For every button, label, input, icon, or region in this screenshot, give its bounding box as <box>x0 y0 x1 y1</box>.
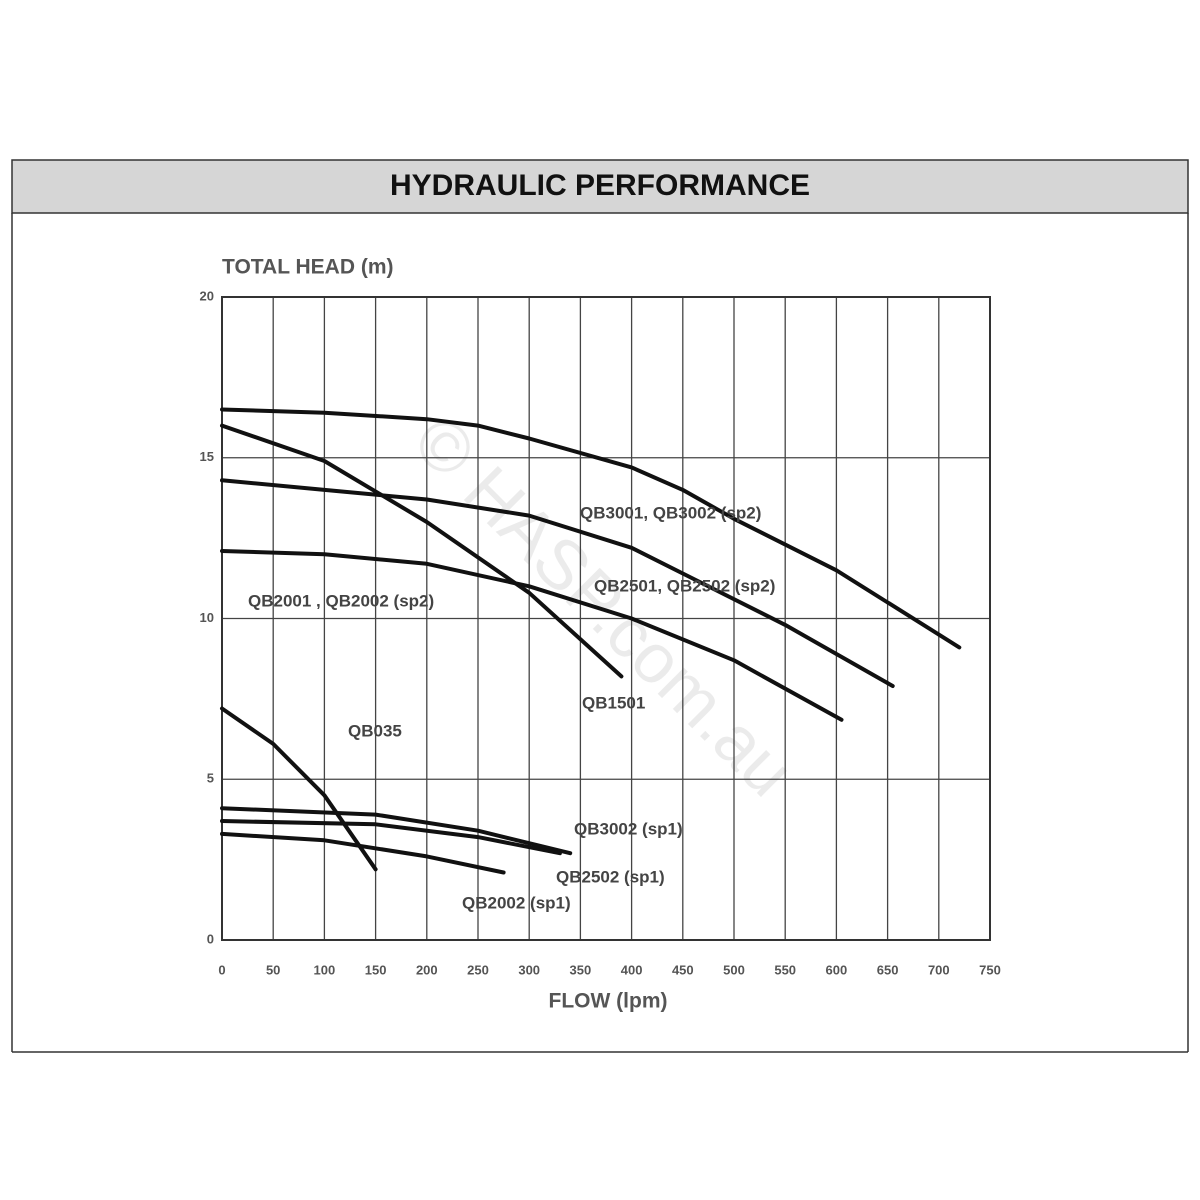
series-label: QB2502 (sp1) <box>556 867 665 886</box>
x-tick-label: 700 <box>928 962 950 977</box>
x-tick-label: 350 <box>570 962 592 977</box>
series-line <box>220 478 895 688</box>
x-tick-label: 450 <box>672 962 694 977</box>
x-tick-label: 500 <box>723 962 745 977</box>
series-line <box>220 706 378 872</box>
series-label: QB1501 <box>582 693 645 712</box>
series-line <box>220 549 844 722</box>
series-line <box>220 407 962 650</box>
x-tick-label: 600 <box>826 962 848 977</box>
plot-frame <box>221 296 991 941</box>
x-tick-label: 400 <box>621 962 643 977</box>
x-tick-label: 250 <box>467 962 489 977</box>
header-bar <box>11 159 1189 214</box>
x-tick-label: 650 <box>877 962 899 977</box>
y-tick-label: 20 <box>200 288 214 303</box>
chart-title: HYDRAULIC PERFORMANCE <box>390 169 810 202</box>
series-label: QB2501, QB2502 (sp2) <box>594 576 775 595</box>
x-tick-label: 300 <box>518 962 540 977</box>
x-axis-label: FLOW (lpm) <box>549 990 668 1013</box>
x-tick-label: 550 <box>774 962 796 977</box>
y-axis-label: TOTAL HEAD (m) <box>222 256 394 279</box>
x-tick-label: 100 <box>314 962 336 977</box>
y-tick-label: 10 <box>200 610 214 625</box>
y-tick-label: 5 <box>207 771 214 786</box>
series-line <box>220 423 624 679</box>
series-label: QB2001 , QB2002 (sp2) <box>248 591 434 610</box>
x-tick-label: 150 <box>365 962 387 977</box>
y-tick-label: 0 <box>207 931 214 946</box>
x-tick-label: 50 <box>266 962 280 977</box>
x-tick-label: 0 <box>218 962 225 977</box>
series-label: QB035 <box>348 721 402 740</box>
x-tick-label: 750 <box>979 962 1001 977</box>
y-tick-label: 15 <box>200 449 214 464</box>
x-tick-label: 200 <box>416 962 438 977</box>
series-label: QB3001, QB3002 (sp2) <box>580 503 761 522</box>
series-line <box>220 819 562 856</box>
series-label: QB3002 (sp1) <box>574 819 683 838</box>
series-label: QB2002 (sp1) <box>462 893 571 912</box>
series-line <box>220 831 506 875</box>
series-line <box>220 806 573 856</box>
